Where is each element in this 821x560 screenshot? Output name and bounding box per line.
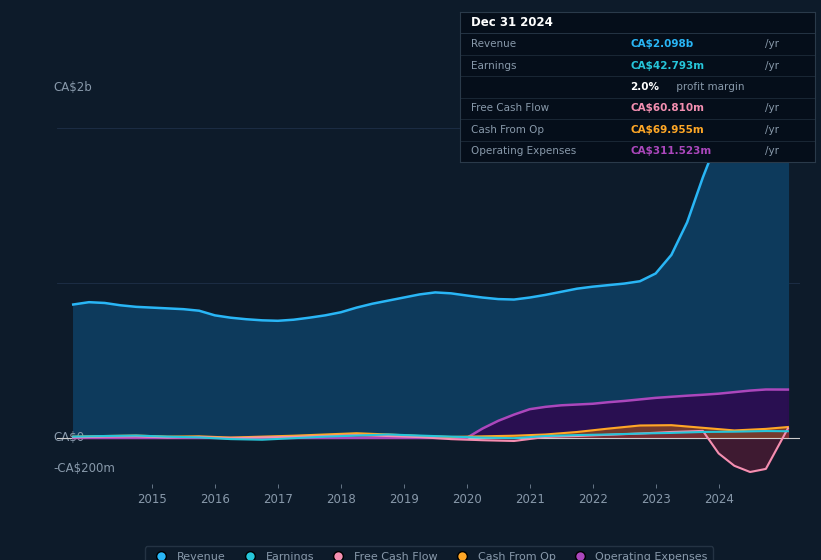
Text: /yr: /yr (765, 39, 779, 49)
Text: Earnings: Earnings (470, 60, 516, 71)
Text: CA$0: CA$0 (53, 431, 85, 445)
Legend: Revenue, Earnings, Free Cash Flow, Cash From Op, Operating Expenses: Revenue, Earnings, Free Cash Flow, Cash … (144, 547, 713, 560)
Text: Operating Expenses: Operating Expenses (470, 146, 576, 156)
Text: Cash From Op: Cash From Op (470, 125, 544, 135)
Text: CA$2b: CA$2b (53, 81, 93, 94)
Text: /yr: /yr (765, 104, 779, 114)
Text: profit margin: profit margin (673, 82, 745, 92)
Text: CA$42.793m: CA$42.793m (631, 60, 704, 71)
Text: Revenue: Revenue (470, 39, 516, 49)
Text: CA$60.810m: CA$60.810m (631, 104, 704, 114)
Text: CA$2.098b: CA$2.098b (631, 39, 694, 49)
Text: CA$69.955m: CA$69.955m (631, 125, 704, 135)
Text: 2.0%: 2.0% (631, 82, 659, 92)
Text: /yr: /yr (765, 125, 779, 135)
Text: /yr: /yr (765, 146, 779, 156)
Text: CA$311.523m: CA$311.523m (631, 146, 712, 156)
Text: /yr: /yr (765, 60, 779, 71)
Text: -CA$200m: -CA$200m (53, 463, 116, 475)
Text: Free Cash Flow: Free Cash Flow (470, 104, 548, 114)
Text: Dec 31 2024: Dec 31 2024 (470, 16, 553, 29)
